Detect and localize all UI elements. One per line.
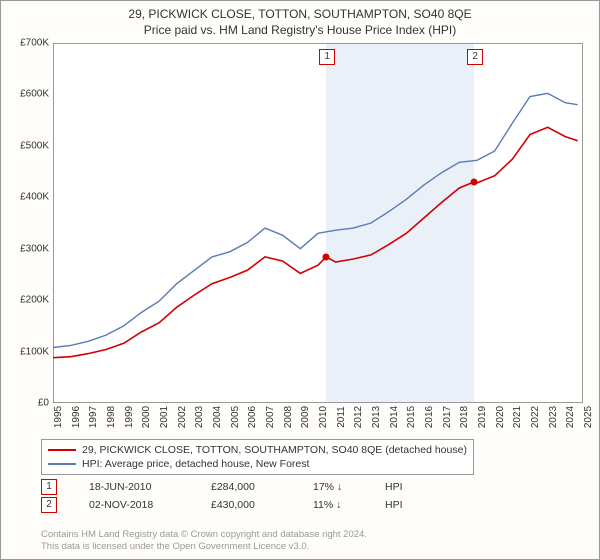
x-tick-label: 2006	[247, 406, 258, 428]
x-tick-label: 2025	[583, 406, 594, 428]
sale-vs-2: HPI	[385, 499, 403, 511]
legend-box: 29, PICKWICK CLOSE, TOTTON, SOUTHAMPTON,…	[41, 439, 474, 475]
sale-diff-1: 17% ↓	[313, 481, 353, 493]
x-tick-label: 2019	[477, 406, 488, 428]
chart-subtitle: Price paid vs. HM Land Registry's House …	[1, 23, 599, 37]
series-hpi	[53, 93, 578, 347]
sale-date-2: 02-NOV-2018	[89, 499, 179, 511]
legend-label-hpi: HPI: Average price, detached house, New …	[82, 458, 309, 470]
footer-line-2: This data is licensed under the Open Gov…	[41, 541, 367, 553]
x-tick-label: 1996	[71, 406, 82, 428]
y-tick-label: £0	[38, 398, 49, 409]
sales-row-1: 1 18-JUN-2010 £284,000 17% ↓ HPI	[41, 479, 403, 495]
y-tick-label: £500K	[20, 140, 49, 151]
chart-container: 29, PICKWICK CLOSE, TOTTON, SOUTHAMPTON,…	[0, 0, 600, 560]
x-tick-label: 2011	[336, 406, 347, 428]
sale-date-1: 18-JUN-2010	[89, 481, 179, 493]
x-tick-label: 2000	[141, 406, 152, 428]
y-tick-label: £200K	[20, 295, 49, 306]
sale-price-2: £430,000	[211, 499, 281, 511]
x-tick-label: 2005	[230, 406, 241, 428]
x-tick-label: 2022	[530, 406, 541, 428]
y-tick-label: £300K	[20, 243, 49, 254]
sales-row-2: 2 02-NOV-2018 £430,000 11% ↓ HPI	[41, 497, 403, 513]
legend-swatch-property	[48, 449, 76, 451]
chart-plot-area: £0£100K£200K£300K£400K£500K£600K£700K 19…	[53, 43, 583, 403]
line-series-svg	[53, 43, 583, 403]
sale-marker-id-1: 1	[46, 481, 52, 492]
legend-row-property: 29, PICKWICK CLOSE, TOTTON, SOUTHAMPTON,…	[48, 443, 467, 457]
x-tick-label: 2014	[389, 406, 400, 428]
x-tick-label: 2007	[265, 406, 276, 428]
x-tick-label: 2013	[371, 406, 382, 428]
x-tick-label: 2012	[353, 406, 364, 428]
sale-marker-id-2: 2	[46, 499, 52, 510]
sale-marker-flag-2: 2	[467, 49, 483, 65]
x-tick-label: 2010	[318, 406, 329, 428]
x-tick-label: 1995	[53, 406, 64, 428]
x-tick-label: 1999	[124, 406, 135, 428]
x-tick-label: 2009	[300, 406, 311, 428]
legend-swatch-hpi	[48, 463, 76, 465]
sale-dot-1	[323, 253, 330, 260]
series-property	[53, 127, 578, 357]
sale-vs-1: HPI	[385, 481, 403, 493]
x-tick-label: 2015	[406, 406, 417, 428]
sales-table: 1 18-JUN-2010 £284,000 17% ↓ HPI 2 02-NO…	[41, 479, 403, 515]
x-tick-label: 2024	[565, 406, 576, 428]
y-tick-label: £400K	[20, 192, 49, 203]
x-tick-label: 2023	[548, 406, 559, 428]
x-tick-label: 2020	[495, 406, 506, 428]
footer-attribution: Contains HM Land Registry data © Crown c…	[41, 529, 367, 553]
x-tick-label: 2004	[212, 406, 223, 428]
x-tick-label: 2017	[442, 406, 453, 428]
x-axis-labels: 1995 1996 1997 1998 1999 2000 2001 2002 2003 2004…	[53, 403, 583, 433]
sale-diff-2: 11% ↓	[313, 499, 353, 511]
sale-marker-flag-1: 1	[319, 49, 335, 65]
legend-row-hpi: HPI: Average price, detached house, New …	[48, 457, 467, 471]
x-tick-label: 2021	[512, 406, 523, 428]
footer-line-1: Contains HM Land Registry data © Crown c…	[41, 529, 367, 541]
sale-marker-box-1: 1	[41, 479, 57, 495]
sale-dot-2	[471, 178, 478, 185]
y-tick-label: £100K	[20, 346, 49, 357]
x-tick-label: 2018	[459, 406, 470, 428]
legend-label-property: 29, PICKWICK CLOSE, TOTTON, SOUTHAMPTON,…	[82, 444, 467, 456]
sale-price-1: £284,000	[211, 481, 281, 493]
y-tick-label: £600K	[20, 89, 49, 100]
x-tick-label: 1997	[88, 406, 99, 428]
y-tick-label: £700K	[20, 38, 49, 49]
x-tick-label: 2016	[424, 406, 435, 428]
x-tick-label: 2001	[159, 406, 170, 428]
x-tick-label: 1998	[106, 406, 117, 428]
sale-marker-box-2: 2	[41, 497, 57, 513]
x-tick-label: 2003	[194, 406, 205, 428]
x-tick-label: 2008	[283, 406, 294, 428]
x-tick-label: 2002	[177, 406, 188, 428]
chart-title: 29, PICKWICK CLOSE, TOTTON, SOUTHAMPTON,…	[1, 7, 599, 21]
